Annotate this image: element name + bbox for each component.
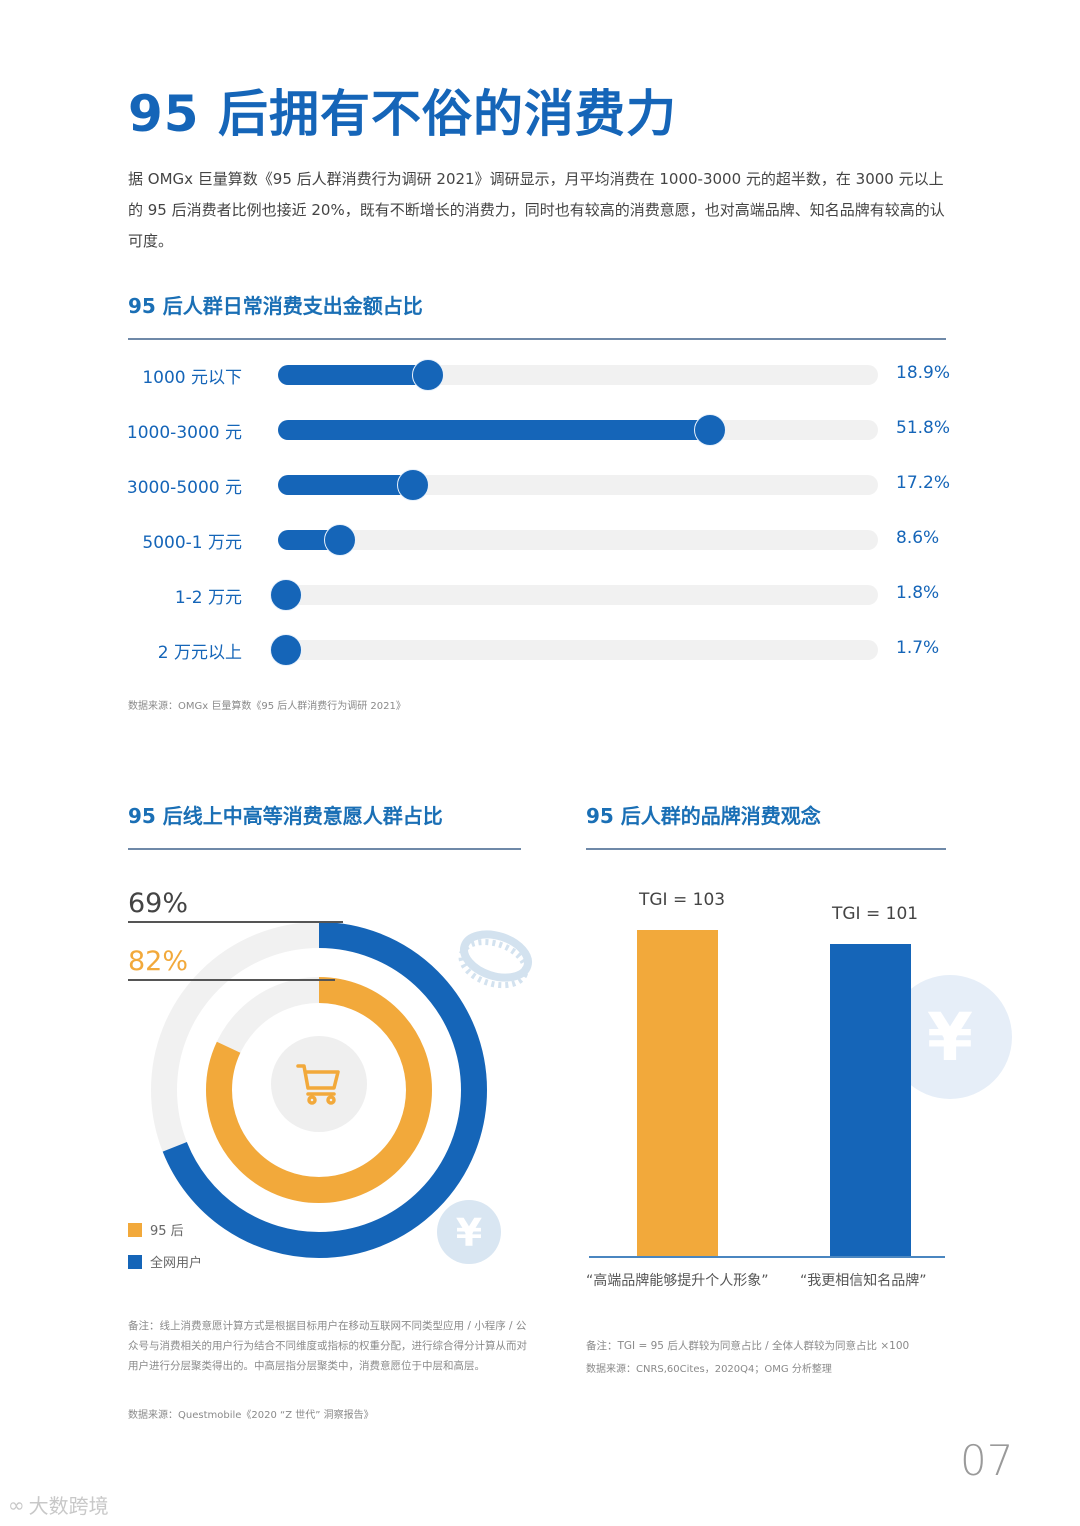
inner-ring-95s <box>206 977 432 1203</box>
tgi-value-label: TGI = 101 <box>832 904 919 924</box>
legend-swatch-blue <box>128 1254 142 1269</box>
source-note-brand: 数据来源：CNRS,60Cites，2020Q4；OMG 分析整理 <box>586 1364 832 1375</box>
bar-row: 2 万元以上 1.7% <box>128 630 948 670</box>
bar-value-label: 1.8% <box>896 583 940 603</box>
bar-value-label: 18.9% <box>896 363 951 383</box>
legend-label: 95 后 <box>150 1224 184 1239</box>
bar-fill <box>278 475 426 495</box>
logo-icon: ∞ <box>8 1492 25 1517</box>
outer-ring-all-users <box>151 922 487 1258</box>
tgi-value-label: TGI = 103 <box>639 890 726 910</box>
bar-knob <box>694 414 726 446</box>
shopping-cart-icon <box>296 1064 340 1105</box>
outer-label-leader-line <box>128 921 343 923</box>
page-number: 07 <box>960 1436 1014 1485</box>
bar-category-label: 1000-3000 元 <box>126 423 242 443</box>
watermark-logo: ∞ 大数跨境 <box>8 1490 109 1519</box>
bar-category-label: 3000-5000 元 <box>126 478 242 498</box>
bar-category-label: 2 万元以上 <box>157 643 242 663</box>
tgi-bar <box>830 944 911 1256</box>
bar-fill <box>278 365 440 385</box>
bar-category-label: 5000-1 万元 <box>142 533 242 553</box>
bar-knob <box>270 579 302 611</box>
legend-item-all-users: 全网用户 <box>128 1252 202 1271</box>
legend-item-95s: 95 后 <box>128 1220 184 1239</box>
bar-category-label: 1-2 万元 <box>174 588 242 608</box>
outer-percent-label: 69% <box>128 888 189 919</box>
bar-row: 1-2 万元 1.8% <box>128 575 948 615</box>
bar-knob <box>397 469 430 501</box>
section-divider <box>128 848 521 850</box>
coin-icon <box>458 930 532 989</box>
source-note-spending: 数据来源：OMGx 巨量算数《95 后人群消费行为调研 2021》 <box>128 701 406 712</box>
legend-swatch-orange <box>128 1222 142 1237</box>
bar-category-label: “我更相信知名品牌” <box>800 1273 927 1289</box>
page-title: 95 后拥有不俗的消费力 <box>128 85 677 143</box>
bar-knob <box>323 524 356 556</box>
bar-track <box>278 640 878 660</box>
willingness-donut-chart: ¥ 69% 82% 95 后 全网用户 <box>128 880 548 1300</box>
inner-percent-label: 82% <box>128 946 189 977</box>
section-divider <box>586 848 946 850</box>
tgi-bar <box>637 930 718 1256</box>
intro-paragraph: 据 OMGx 巨量算数《95 后人群消费行为调研 2021》调研显示，月平均消费… <box>128 170 945 250</box>
inner-label-leader-line <box>128 979 335 981</box>
bar-value-label: 8.6% <box>896 528 940 548</box>
bar-value-label: 51.8% <box>896 418 951 438</box>
bar-row: 1000 元以下 18.9% <box>128 355 951 395</box>
svg-text:¥: ¥ <box>456 1211 482 1255</box>
source-note-willingness: 数据来源：Questmobile《2020 “Z 世代” 洞察报告》 <box>128 1410 374 1421</box>
note-willingness: 备注：线上消费意愿计算方式是根据目标用户在移动互联网不同类型应用 / 小程序 /… <box>128 1320 527 1372</box>
bar-row: 5000-1 万元 8.6% <box>128 520 948 560</box>
bar-value-label: 1.7% <box>896 638 940 658</box>
bar-knob <box>412 359 444 391</box>
bar-category-label: “高端品牌能够提升个人形象” <box>586 1273 769 1289</box>
bar-track <box>278 585 878 605</box>
section-title-willingness: 95 后线上中高等消费意愿人群占比 <box>128 804 443 828</box>
yen-coin-icon: ¥ <box>437 1200 501 1264</box>
bar-row: 1000-3000 元 51.8% <box>126 410 951 450</box>
bar-knob <box>270 634 302 666</box>
section-title-brand: 95 后人群的品牌消费观念 <box>586 804 821 828</box>
bar-track <box>278 530 878 550</box>
chart-baseline <box>589 1256 945 1258</box>
legend-label: 全网用户 <box>150 1256 203 1271</box>
bar-category-label: 1000 元以下 <box>142 368 242 388</box>
bar-fill <box>278 420 722 440</box>
bar-row: 3000-5000 元 17.2% <box>126 465 951 505</box>
bar-value-label: 17.2% <box>896 473 951 493</box>
note-brand: 备注：TGI = 95 后人群较为同意占比 / 全体人群较为同意占比 ×100 <box>586 1340 910 1352</box>
section-title-spending: 95 后人群日常消费支出金额占比 <box>128 294 423 318</box>
section-divider <box>128 338 946 340</box>
watermark-text: 大数跨境 <box>28 1494 109 1518</box>
